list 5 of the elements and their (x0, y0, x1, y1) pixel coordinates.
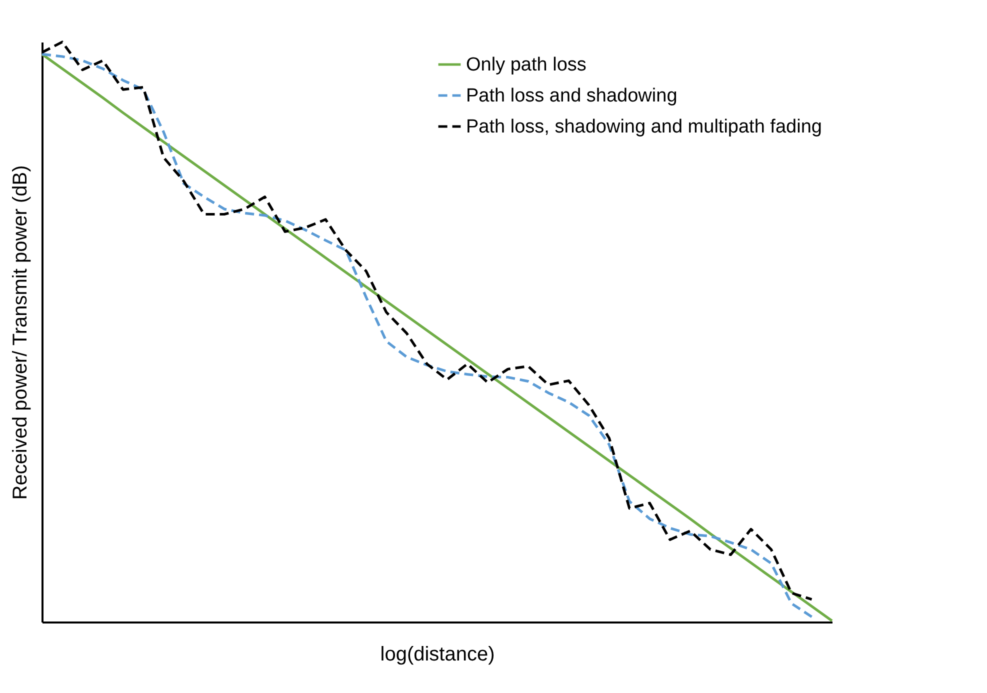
legend-label: Path loss, shadowing and multipath fading (466, 116, 822, 138)
y-axis-title: Received power/ Transmit power (dB) (10, 165, 32, 500)
x-axis-title: log(distance) (380, 644, 495, 666)
legend-label: Path loss and shadowing (466, 86, 678, 106)
legend-label: Only path loss (466, 54, 586, 76)
